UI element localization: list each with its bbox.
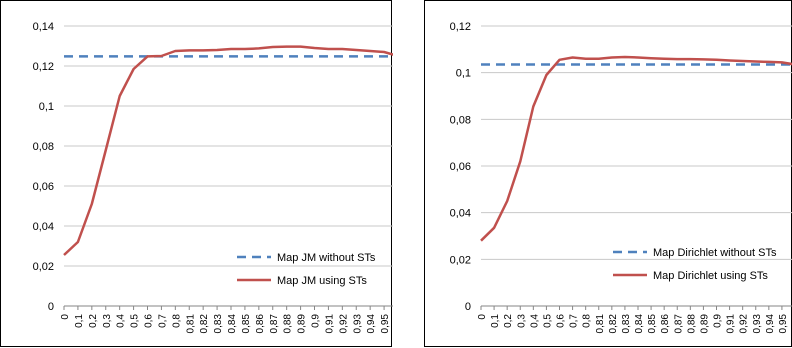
x-tick-label: 0,8: [582, 314, 593, 328]
x-tick-label: 0,92: [338, 314, 349, 334]
x-tick-label: 0,89: [699, 314, 710, 334]
x-tick-label: 0,87: [269, 314, 280, 334]
y-tick-label: 0,06: [450, 161, 471, 173]
x-tick-label: 0,82: [199, 314, 210, 334]
x-tick-label: 0,85: [647, 314, 658, 334]
x-tick-label: 0,91: [726, 314, 737, 334]
x-tick-label: 0,84: [227, 314, 238, 334]
y-tick-label: 0,02: [450, 254, 471, 266]
x-tick-label: 0,9: [713, 314, 724, 328]
x-tick-label: 0: [477, 314, 488, 320]
chart-right: 00,020,040,060,080,10,120 0,1 0,2 0,3 0,4 0,5…: [450, 21, 792, 334]
x-tick-label: 0,92: [739, 314, 750, 334]
y-tick-label: 0: [465, 301, 471, 313]
x-tick-label: 0,83: [213, 314, 224, 334]
x-tick-label: 0,94: [765, 314, 776, 334]
x-tick-label: 0,84: [634, 314, 645, 334]
x-tick-label: 0,2: [88, 314, 99, 328]
x-tick-label: 0,8: [171, 314, 182, 328]
y-tick-label: 0,02: [33, 261, 54, 273]
legend-label-1: Map JM using STs: [277, 275, 367, 287]
x-tick-label: 0,88: [686, 314, 697, 334]
chart-panel-left: 0 0,02 0,04 0,06 0,08 0,1 0,12 0,14 0 0,1 0,2 0,3 0,…: [0, 0, 393, 347]
y-tick-label: 0,1: [39, 101, 54, 113]
y-tick-label: 0,04: [450, 208, 471, 220]
y-tick-label: 0,06: [33, 181, 54, 193]
x-tick-label: 0,7: [569, 314, 580, 328]
x-tick-label: 0,6: [144, 314, 155, 328]
x-tick-label: 0,83: [621, 314, 632, 334]
legend-label-0: Map JM without STs: [277, 252, 376, 264]
x-tick-label: 0,86: [255, 314, 266, 334]
series-line-1: [63, 45, 393, 256]
x-tick-label: 0,1: [490, 314, 501, 328]
y-tick-label: 0: [48, 301, 54, 313]
x-tick-label: 0,88: [283, 314, 294, 334]
y-tick-label: 0,12: [33, 61, 54, 73]
x-tick-label: 0,86: [660, 314, 671, 334]
x-tick-label: 0,93: [752, 314, 763, 334]
x-tick-label: 0,95: [380, 314, 391, 334]
y-tick-label: 0,08: [33, 141, 54, 153]
x-tick-label: 0,87: [673, 314, 684, 334]
x-tick-label: 0,5: [542, 314, 553, 328]
series-line-1: [480, 55, 792, 242]
y-tick-label: 0,14: [33, 21, 54, 33]
x-tick-label: 0,85: [241, 314, 252, 334]
x-tick-label: 0,81: [185, 314, 196, 334]
x-tick-label: 0,3: [102, 314, 113, 328]
x-tick-label: 0,94: [366, 314, 377, 334]
x-tick-label: 0,4: [116, 314, 127, 328]
chart-left: 00,020,040,060,080,10,120,140 0,1 0,2 0,3 0,…: [33, 21, 393, 334]
legend-label-0: Map Dirichlet without STs: [653, 247, 777, 259]
x-tick-label: 0,91: [324, 314, 335, 334]
x-tick-label: 0,93: [352, 314, 363, 334]
x-tick-label: 0,82: [608, 314, 619, 334]
chart-panel-right: 0 0,02 0,04 0,06 0,08 0,1 0,12 0 0,1 0,2 0,3 0,4 0,5…: [424, 0, 792, 347]
x-tick-label: 0,95: [778, 314, 789, 334]
x-tick-label: 0,1: [74, 314, 85, 328]
y-tick-label: 0,12: [450, 21, 471, 33]
y-tick-label: 0,08: [450, 114, 471, 126]
x-tick-label: 0: [60, 314, 71, 320]
x-tick-label: 0,2: [503, 314, 514, 328]
x-tick-label: 0,89: [297, 314, 308, 334]
x-tick-label: 0,81: [595, 314, 606, 334]
x-tick-label: 0,5: [130, 314, 141, 328]
x-tick-label: 0,7: [157, 314, 168, 328]
x-tick-label: 0,6: [556, 314, 567, 328]
legend-label-1: Map Dirichlet using STs: [653, 270, 768, 282]
x-tick-label: 0,3: [516, 314, 527, 328]
y-tick-label: 0,1: [456, 68, 471, 80]
x-tick-label: 0,4: [529, 314, 540, 328]
x-tick-label: 0,9: [311, 314, 322, 328]
y-tick-label: 0,04: [33, 221, 54, 233]
